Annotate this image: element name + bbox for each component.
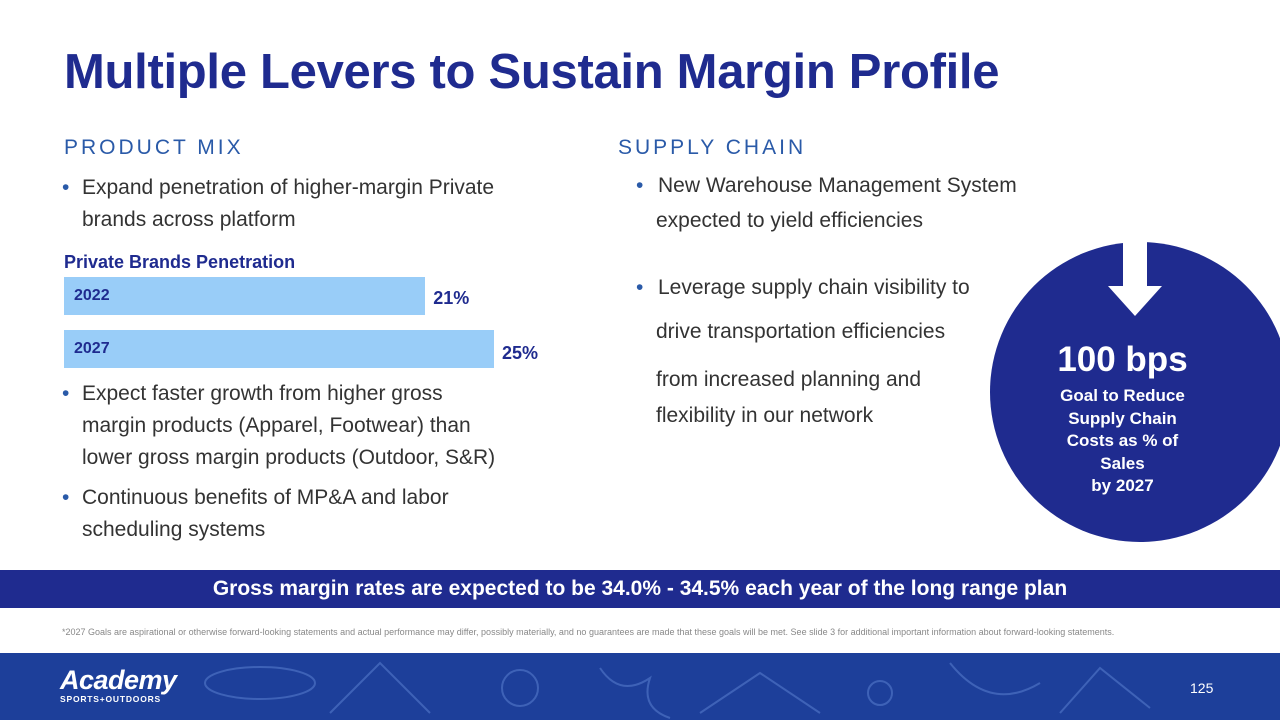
supply-chain-bullet-2-line-3: from increased planning and [656, 368, 922, 391]
bar-label-2022: 2022 [74, 287, 110, 304]
down-arrow-icon [1108, 242, 1162, 316]
product-mix-bullet-3: • Continuous benefits of MP&A and labor … [62, 482, 582, 546]
supply-chain-bullet-1-line-1: New Warehouse Management System [658, 174, 1017, 197]
bar-2027: 2027 [64, 330, 494, 368]
bar-value-2027: 25% [502, 343, 539, 363]
supply-chain-heading: SUPPLY CHAIN [618, 136, 807, 159]
sports-illustration-icon [204, 661, 1151, 719]
bullet-dot: • [62, 486, 70, 509]
supply-chain-bullet-2-line-4: flexibility in our network [656, 404, 874, 427]
page-number: 125 [1190, 680, 1214, 696]
product-mix-heading: PRODUCT MIX [64, 136, 244, 159]
goal-description: Goal to Reduce Supply Chain Costs as % o… [1060, 386, 1185, 495]
bullet-dot: • [62, 176, 70, 199]
goal-value: 100 bps [1057, 340, 1188, 379]
chart-title: Private Brands Penetration [64, 252, 296, 272]
supply-chain-bullet-2-line-1: Leverage supply chain visibility to [658, 276, 970, 299]
summary-banner-text: Gross margin rates are expected to be 34… [212, 577, 1068, 600]
bullet-dot: • [636, 276, 644, 299]
summary-banner [0, 570, 1280, 608]
product-mix-bullet-2: • Expect faster growth from higher gross… [62, 378, 582, 474]
academy-logo: Academy SPORTS+OUTDOORS [60, 665, 177, 704]
product-mix-bullet-1: • Expand penetration of higher-margin Pr… [62, 172, 582, 236]
bullet-dot: • [636, 174, 644, 197]
bar-2022: 2022 [64, 277, 426, 315]
footer-illustration [0, 653, 1280, 720]
footnote: *2027 Goals are aspirational or otherwis… [62, 627, 1115, 637]
bullet-dot: • [62, 382, 70, 405]
supply-chain-bullet-1-line-2: expected to yield efficiencies [656, 209, 923, 232]
supply-chain-bullet-2-line-2: drive transportation efficiencies [656, 320, 946, 343]
slide-title: Multiple Levers to Sustain Margin Profil… [64, 45, 1000, 99]
bar-value-2022: 21% [433, 288, 470, 308]
bar-label-2027: 2027 [74, 340, 110, 357]
